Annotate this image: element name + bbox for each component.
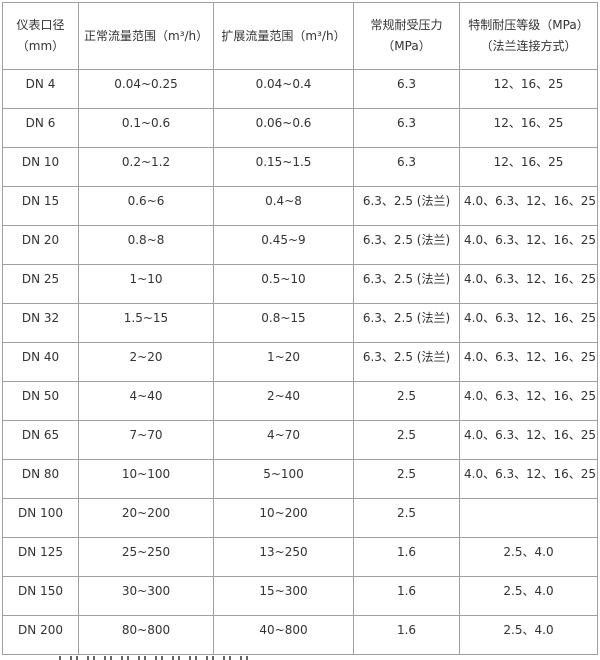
table-cell: 0.8~15 [213, 303, 354, 343]
table-cell: 2~20 [78, 342, 214, 382]
table-cell: 40~800 [213, 615, 354, 655]
table-row: DN 65 7~70 4~70 2.5 4.0、6.3、12、16、25 [2, 420, 598, 460]
table-row: DN 15 0.6~6 0.4~8 6.3、2.5 (法兰) 4.0、6.3、12、16… [2, 186, 598, 226]
table-cell: 0.06~0.6 [213, 108, 354, 148]
table-cell: 0.5~10 [213, 264, 354, 304]
table-cell: 6.3、2.5 (法兰) [353, 186, 460, 226]
clipped-text-fragment [59, 656, 251, 660]
table-cell: DN 4 [2, 69, 79, 109]
table-cell: DN 80 [2, 459, 79, 499]
table-cell: 0.04~0.25 [78, 69, 214, 109]
table-cell: 12、16、25 [459, 147, 598, 187]
table-row: DN 20 0.8~8 0.45~9 6.3、2.5 (法兰) 4.0、6.3、12、1… [2, 225, 598, 265]
table-cell: DN 10 [2, 147, 79, 187]
column-header: 扩展流量范围（m³/h） [213, 2, 354, 70]
table-header-row: 仪表口径（mm） 正常流量范围（m³/h） 扩展流量范围（m³/h） 常规耐受压力（M… [2, 2, 598, 70]
table-cell: 2.5 [353, 420, 460, 460]
table-cell: 1~10 [78, 264, 214, 304]
table-cell: 4.0、6.3、12、16、25 [459, 303, 598, 343]
table-cell: DN 6 [2, 108, 79, 148]
table-cell: DN 15 [2, 186, 79, 226]
table-cell: 2.5 [353, 498, 460, 538]
table-cell: 1.6 [353, 576, 460, 616]
column-header: 仪表口径（mm） [2, 2, 79, 70]
table-row: DN 40 2~20 1~20 6.3、2.5 (法兰) 4.0、6.3、12、16、2… [2, 342, 598, 382]
table-cell: 0.45~9 [213, 225, 354, 265]
table-cell: 2.5、4.0 [459, 576, 598, 616]
table-cell: 2.5 [353, 381, 460, 421]
table-cell: 2~40 [213, 381, 354, 421]
table-cell: 0.15~1.5 [213, 147, 354, 187]
table-cell: DN 50 [2, 381, 79, 421]
table-cell: 30~300 [78, 576, 214, 616]
table-cell: 4~70 [213, 420, 354, 460]
table-row: DN 100 20~200 10~200 2.5 [2, 498, 598, 538]
table-cell: 5~100 [213, 459, 354, 499]
table-cell: 0.04~0.4 [213, 69, 354, 109]
table-row: DN 4 0.04~0.25 0.04~0.4 6.3 12、16、25 [2, 69, 598, 109]
table-cell: 1.6 [353, 615, 460, 655]
table-cell: DN 150 [2, 576, 79, 616]
table-cell: 6.3、2.5 (法兰) [353, 303, 460, 343]
table-cell: DN 25 [2, 264, 79, 304]
table-cell: 25~250 [78, 537, 214, 577]
table-row: DN 150 30~300 15~300 1.6 2.5、4.0 [2, 576, 598, 616]
table-cell: 13~250 [213, 537, 354, 577]
table-cell: 6.3、2.5 (法兰) [353, 342, 460, 382]
table-cell: 4.0、6.3、12、16、25 [459, 342, 598, 382]
table-cell: 0.6~6 [78, 186, 214, 226]
table-cell: DN 100 [2, 498, 79, 538]
table-row: DN 80 10~100 5~100 2.5 4.0、6.3、12、16、25 [2, 459, 598, 499]
table-row: DN 50 4~40 2~40 2.5 4.0、6.3、12、16、25 [2, 381, 598, 421]
table-cell: 7~70 [78, 420, 214, 460]
table-cell: 10~100 [78, 459, 214, 499]
table-cell: 10~200 [213, 498, 354, 538]
table-cell: 6.3、2.5 (法兰) [353, 225, 460, 265]
table-cell: 2.5、4.0 [459, 615, 598, 655]
table-cell: DN 20 [2, 225, 79, 265]
table-cell: 4.0、6.3、12、16、25 [459, 186, 598, 226]
table-cell: 80~800 [78, 615, 214, 655]
table-row: DN 25 1~10 0.5~10 6.3、2.5 (法兰) 4.0、6.3、12、16… [2, 264, 598, 304]
table-cell: 0.4~8 [213, 186, 354, 226]
column-header: 特制耐压等级（MPa）（法兰连接方式） [459, 2, 598, 70]
column-header: 正常流量范围（m³/h） [78, 2, 214, 70]
column-header: 常规耐受压力（MPa） [353, 2, 460, 70]
table-cell: DN 32 [2, 303, 79, 343]
table-cell: 0.8~8 [78, 225, 214, 265]
table-cell: 4.0、6.3、12、16、25 [459, 420, 598, 460]
table-cell: 6.3 [353, 69, 460, 109]
table-cell: 1~20 [213, 342, 354, 382]
table-cell: 6.3 [353, 108, 460, 148]
table-row: DN 6 0.1~0.6 0.06~0.6 6.3 12、16、25 [2, 108, 598, 148]
table-cell: 2.5、4.0 [459, 537, 598, 577]
table-cell: 1.6 [353, 537, 460, 577]
table-row: DN 10 0.2~1.2 0.15~1.5 6.3 12、16、25 [2, 147, 598, 187]
table-cell: 20~200 [78, 498, 214, 538]
table-cell: 4.0、6.3、12、16、25 [459, 264, 598, 304]
table-cell: DN 125 [2, 537, 79, 577]
table-cell [459, 498, 598, 538]
table-cell: 0.1~0.6 [78, 108, 214, 148]
table-cell: 6.3、2.5 (法兰) [353, 264, 460, 304]
table-cell: 4.0、6.3、12、16、25 [459, 381, 598, 421]
table-cell: 4~40 [78, 381, 214, 421]
table-row: DN 32 1.5~15 0.8~15 6.3、2.5 (法兰) 4.0、6.3、12、… [2, 303, 598, 343]
table-row: DN 200 80~800 40~800 1.6 2.5、4.0 [2, 615, 598, 655]
table-cell: 4.0、6.3、12、16、25 [459, 225, 598, 265]
table-cell: DN 40 [2, 342, 79, 382]
table-row: DN 125 25~250 13~250 1.6 2.5、4.0 [2, 537, 598, 577]
table-cell: 2.5 [353, 459, 460, 499]
table-cell: 12、16、25 [459, 69, 598, 109]
table-cell: 6.3 [353, 147, 460, 187]
table-cell: DN 65 [2, 420, 79, 460]
table-cell: 12、16、25 [459, 108, 598, 148]
table-cell: DN 200 [2, 615, 79, 655]
table-cell: 0.2~1.2 [78, 147, 214, 187]
table-cell: 15~300 [213, 576, 354, 616]
table-cell: 1.5~15 [78, 303, 214, 343]
table-cell: 4.0、6.3、12、16、25 [459, 459, 598, 499]
